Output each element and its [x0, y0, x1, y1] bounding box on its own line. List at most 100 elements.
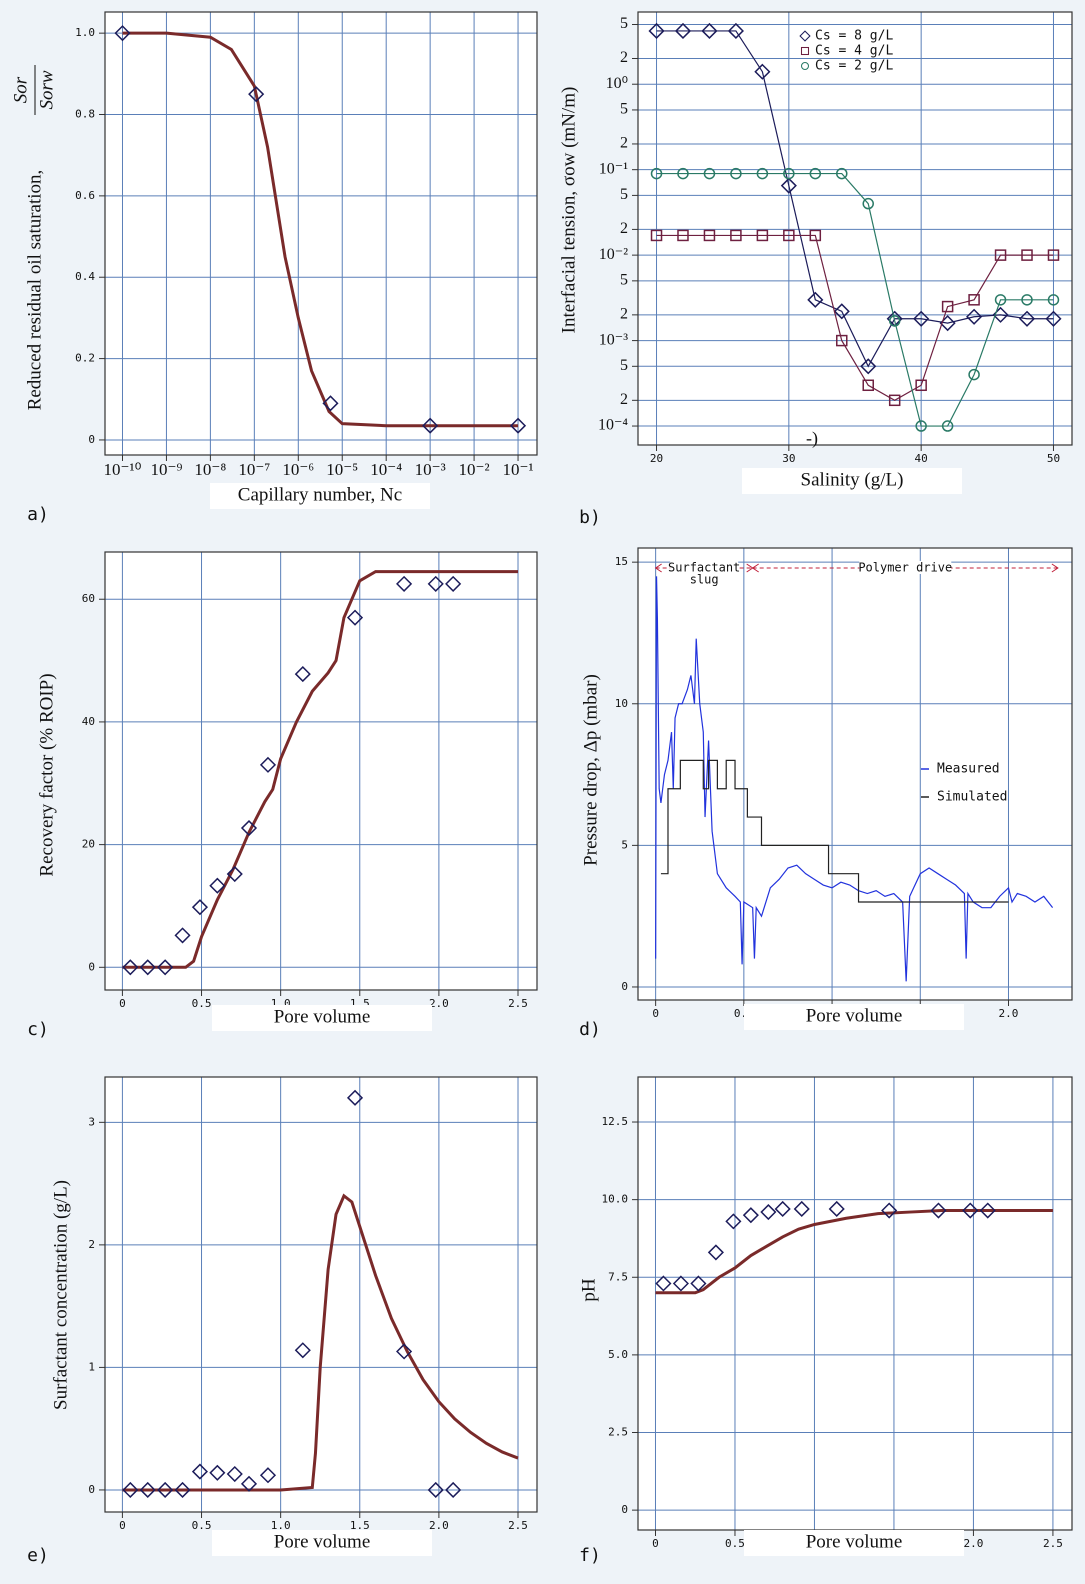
marker — [240, 1475, 258, 1492]
panel-label: c) — [27, 1019, 49, 1040]
x-tick-label: 30 — [782, 452, 795, 465]
marker — [725, 1213, 742, 1230]
marker — [730, 229, 742, 242]
marker — [962, 1202, 979, 1219]
annotation-bg — [859, 561, 952, 574]
annotation-bg — [670, 561, 739, 574]
legend-label: Cs = 2 g/L — [815, 59, 893, 74]
marker — [941, 420, 954, 432]
x-tick-label: 2.5 — [508, 997, 528, 1010]
y-axis-label: Reduced residual oil saturation, — [24, 170, 45, 411]
marker — [915, 379, 927, 392]
arrow-head — [1051, 563, 1059, 573]
x-tick-label: 10⁻² — [459, 460, 490, 479]
y-tick-label: 5 — [620, 15, 628, 32]
y-tick-label: 5 — [620, 272, 628, 289]
marker — [427, 575, 444, 592]
y-tick-label: 2.5 — [608, 1426, 628, 1439]
marker — [672, 1275, 689, 1292]
marker — [862, 379, 874, 392]
legend-label: Simulated — [937, 790, 1007, 805]
series-line — [122, 31, 519, 428]
marker — [888, 394, 901, 407]
fraction-numerator: Sor — [10, 76, 31, 103]
y-tick-label: 10⁻² — [599, 246, 628, 263]
x-axis-label: Salinity (g/L) — [801, 469, 904, 490]
marker — [445, 575, 462, 592]
marker — [780, 177, 797, 194]
marker — [1047, 294, 1060, 306]
x-tick-label: 1.0 — [271, 1519, 291, 1532]
marker — [915, 420, 927, 432]
marker — [930, 1202, 947, 1219]
y-tick-label: 2 — [620, 391, 628, 408]
y-tick-label: 5 — [620, 357, 628, 374]
y-tick-label: 0 — [621, 1503, 628, 1516]
marker — [793, 1200, 810, 1218]
label-bg — [744, 1004, 964, 1030]
series-line — [655, 576, 1054, 982]
x-tick-label: 10⁻⁹ — [150, 460, 182, 479]
marker — [913, 310, 930, 327]
marker — [968, 368, 980, 381]
y-tick-label: 0 — [621, 980, 628, 993]
series-line — [656, 172, 1054, 427]
y-axis-label: pH — [578, 1278, 599, 1302]
panel-label: e) — [27, 1545, 49, 1566]
marker — [248, 86, 265, 103]
series-line — [122, 1193, 519, 1492]
y-tick-label: 10⁰ — [606, 75, 628, 92]
marker — [226, 865, 243, 883]
marker — [122, 1481, 139, 1499]
marker — [346, 609, 364, 626]
plot-area — [638, 12, 1072, 445]
y-tick-label: 0 — [88, 960, 95, 973]
x-tick-label: 10⁻⁵ — [326, 460, 358, 479]
x-axis-label: Pore volume — [274, 1531, 371, 1552]
marker — [994, 294, 1007, 306]
y-tick-label: 5 — [621, 838, 628, 851]
y-tick-label: 15 — [615, 555, 628, 568]
marker — [396, 575, 413, 592]
legend-label: Cs = 4 g/L — [815, 44, 893, 59]
marker — [754, 63, 771, 80]
fraction-denominator: Sorw — [36, 70, 57, 109]
x-tick-label: 10⁻⁷ — [238, 460, 270, 479]
x-tick-label: 50 — [1047, 452, 1060, 465]
legend-swatch — [800, 61, 810, 71]
marker — [730, 167, 742, 180]
y-tick-label: 0.6 — [75, 189, 95, 202]
marker — [677, 167, 689, 180]
marker — [783, 167, 795, 180]
marker — [259, 756, 277, 773]
y-tick-label: 12.5 — [602, 1115, 629, 1128]
label-bg — [212, 1530, 432, 1556]
plot-frame — [637, 11, 1073, 446]
marker — [1045, 310, 1062, 327]
y-tick-label: 10 — [615, 697, 628, 710]
y-tick-label: 3 — [88, 1115, 95, 1128]
marker — [941, 300, 954, 313]
marker — [209, 877, 226, 894]
marker — [677, 229, 689, 242]
marker — [157, 1481, 174, 1499]
plot-area — [105, 552, 537, 990]
label-bg — [210, 483, 430, 509]
y-tick-label: 0 — [88, 1483, 95, 1496]
y-axis-label: Surfactant concentration (g/L) — [50, 1180, 71, 1410]
marker — [294, 666, 311, 683]
marker — [114, 25, 131, 42]
plot-frame — [104, 1076, 538, 1513]
marker — [174, 927, 191, 944]
marker — [174, 1481, 191, 1499]
y-tick-label: 5.0 — [608, 1348, 628, 1361]
x-axis-label: Capillary number, Nc — [238, 484, 402, 505]
series-line — [656, 234, 1054, 402]
marker — [701, 22, 718, 40]
plot-area — [105, 1077, 537, 1512]
y-tick-label: 7.5 — [608, 1270, 628, 1283]
marker — [836, 167, 848, 180]
marker — [209, 1464, 226, 1481]
marker — [655, 1275, 672, 1292]
